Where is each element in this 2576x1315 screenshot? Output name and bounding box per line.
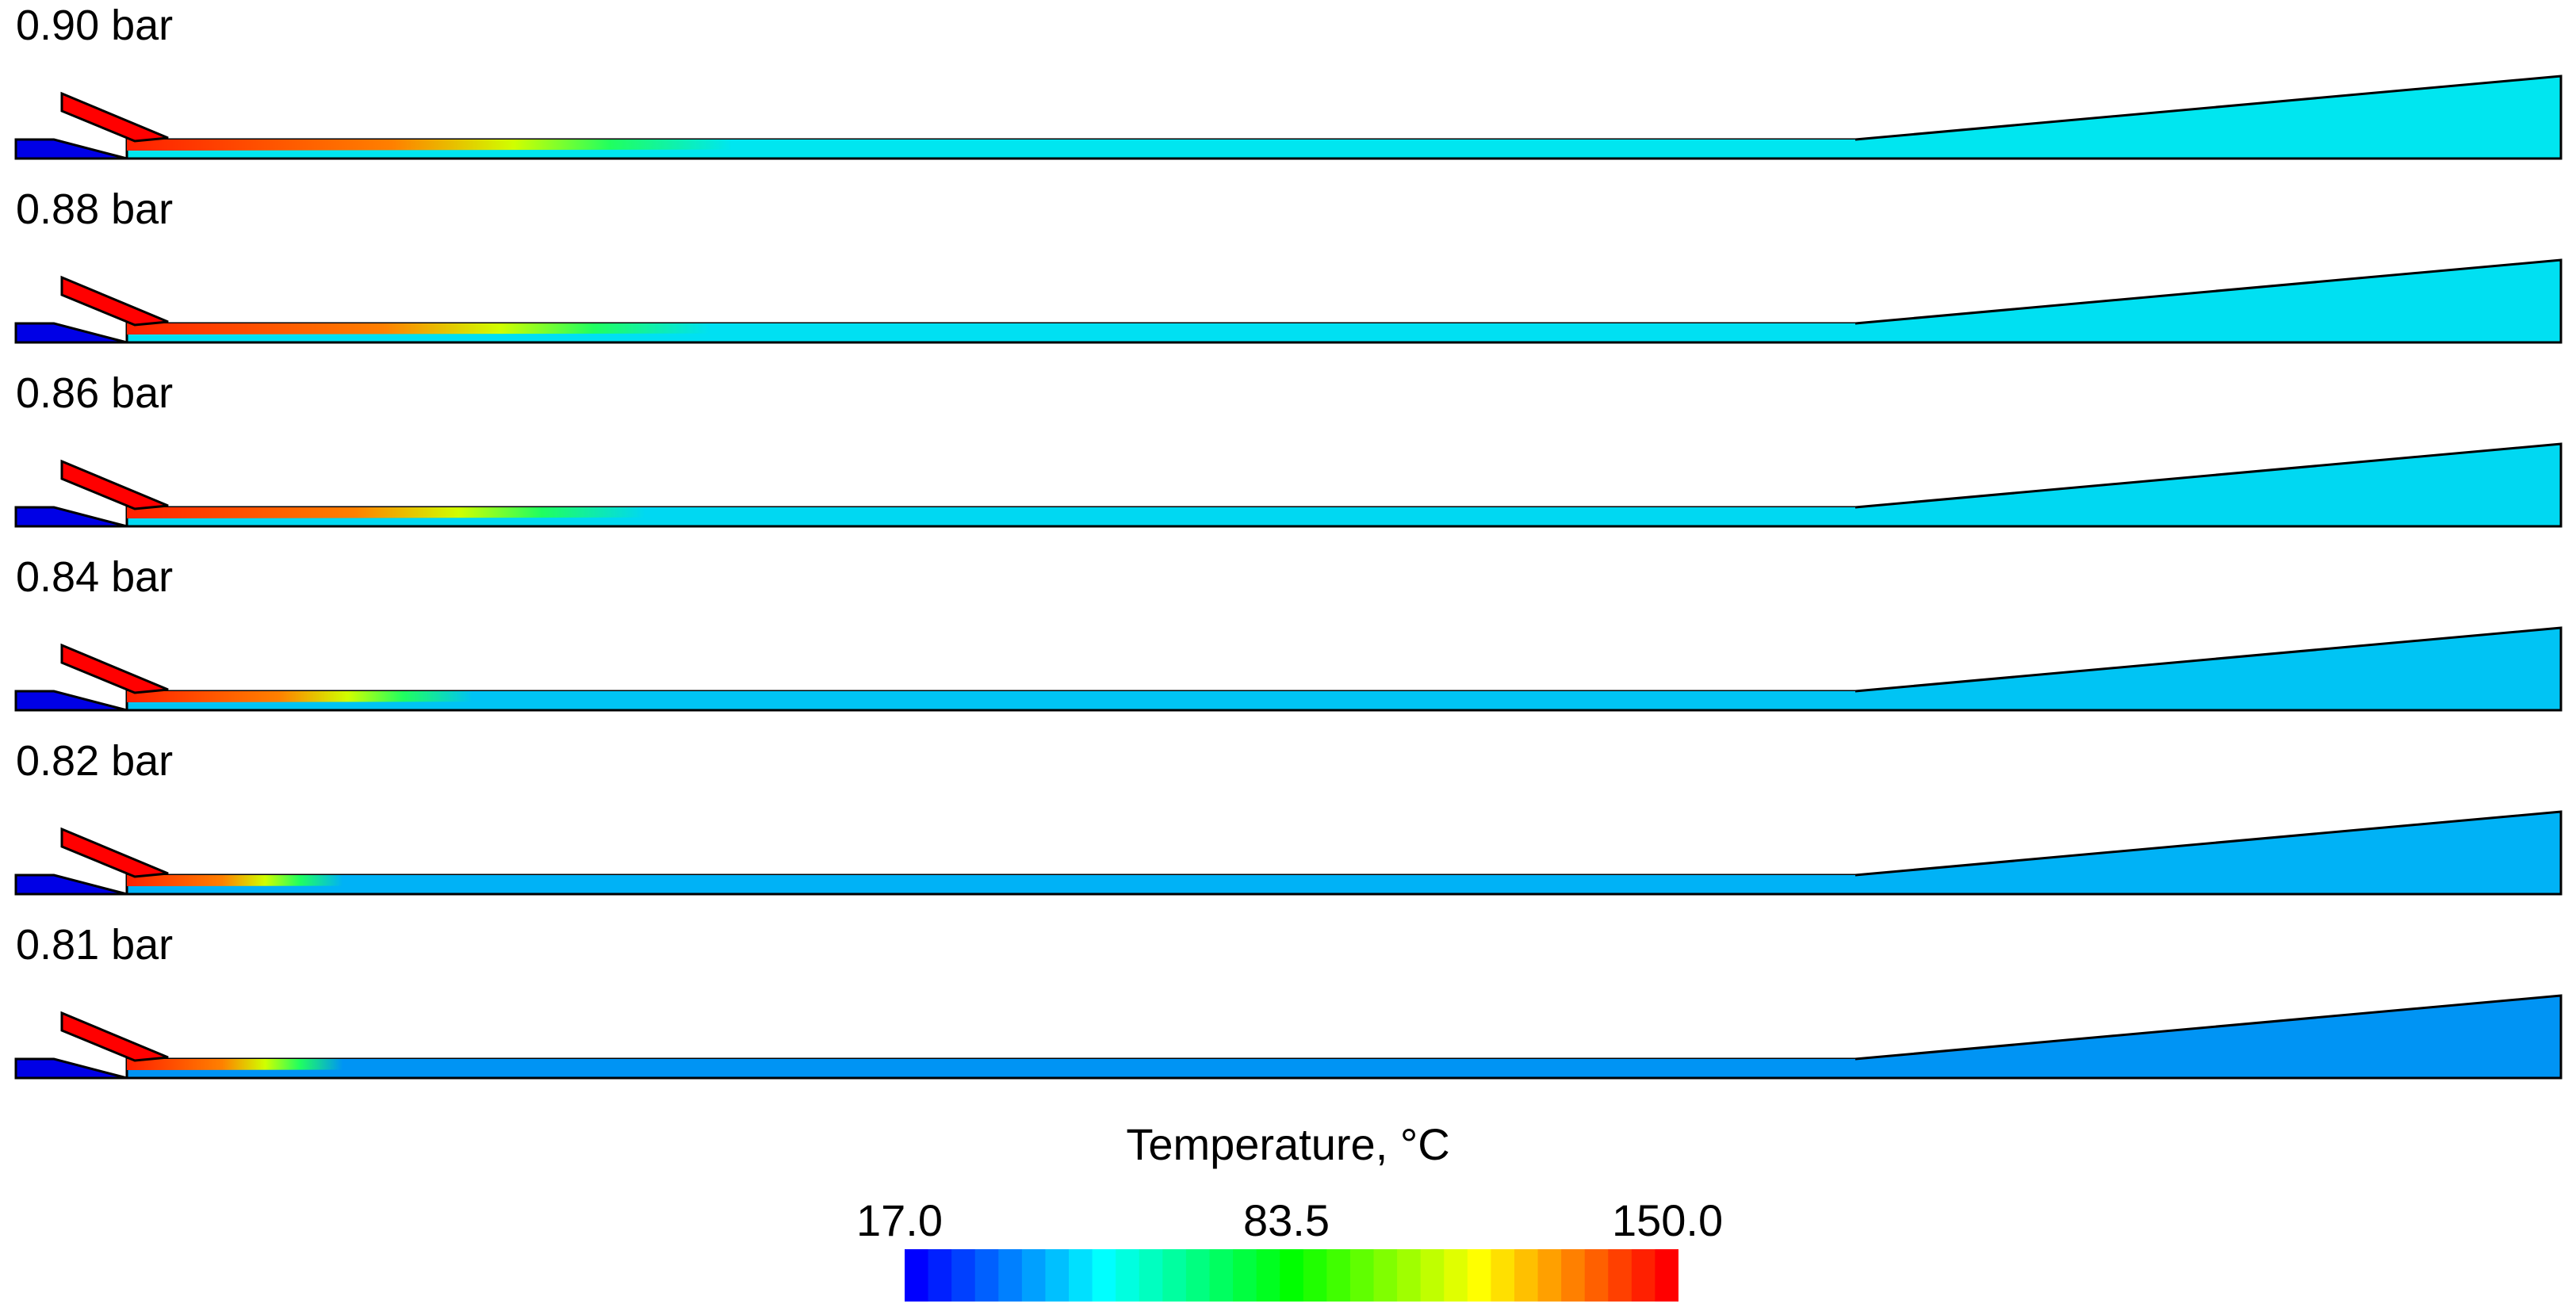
temperature-contour-plot <box>14 442 2563 528</box>
color-bar-segment <box>1303 1249 1327 1302</box>
temperature-contour-plot <box>14 810 2563 896</box>
color-bar-segment <box>1045 1249 1070 1302</box>
color-bar-segment <box>1209 1249 1234 1302</box>
color-bar-segment <box>1185 1249 1211 1302</box>
pressure-label: 0.86 bar <box>16 369 174 417</box>
color-bar-segment <box>1116 1249 1140 1302</box>
hot-nozzle <box>60 827 169 878</box>
color-bar-segment <box>1608 1249 1632 1302</box>
temperature-color-bar <box>905 1249 1678 1302</box>
cold-inlet-region <box>14 690 128 712</box>
color-bar-segment <box>1256 1249 1280 1302</box>
color-bar-segment <box>1069 1249 1093 1302</box>
pressure-label: 0.88 bar <box>16 185 174 233</box>
color-bar-segment <box>1584 1249 1609 1302</box>
color-bar-segment <box>1139 1249 1163 1302</box>
color-bar-segment <box>1373 1249 1398 1302</box>
color-bar-segment <box>1021 1249 1047 1302</box>
color-bar-segment <box>1491 1249 1515 1302</box>
pressure-label: 0.90 bar <box>16 2 174 49</box>
color-bar-segment <box>905 1249 929 1302</box>
color-bar-segment <box>998 1249 1023 1302</box>
hot-nozzle <box>60 275 169 327</box>
legend-min-label: 17.0 <box>856 1195 943 1245</box>
color-bar-segment <box>974 1249 999 1302</box>
contour-panel: 0.86 bar <box>0 368 2576 552</box>
legend-max-label: 150.0 <box>1612 1195 1724 1245</box>
contour-panel: 0.81 bar <box>0 919 2576 1103</box>
color-bar-segment <box>928 1249 952 1302</box>
hot-jet-layer <box>127 323 1855 334</box>
hot-jet-layer <box>127 875 1855 886</box>
color-bar-segment <box>1537 1249 1562 1302</box>
cold-inlet-region <box>14 1057 128 1080</box>
contour-panel: 0.82 bar <box>0 736 2576 919</box>
cold-inlet-region <box>14 506 128 528</box>
hot-nozzle <box>60 643 169 694</box>
legend-mid-label: 83.5 <box>1243 1195 1330 1245</box>
color-bar-segment <box>1092 1249 1116 1302</box>
pressure-label: 0.82 bar <box>16 737 174 785</box>
hot-jet-layer <box>127 691 1855 702</box>
hot-nozzle <box>60 459 169 510</box>
contour-panel: 0.90 bar <box>0 0 2576 184</box>
color-bar-segment <box>1349 1249 1375 1302</box>
legend-title: Temperature, °C <box>1126 1119 1450 1169</box>
color-bar-segment <box>1561 1249 1586 1302</box>
temperature-contour-plot <box>14 258 2563 344</box>
hot-jet-layer <box>127 507 1855 518</box>
color-bar-segment <box>951 1249 976 1302</box>
color-bar-segment <box>1280 1249 1304 1302</box>
pressure-label: 0.84 bar <box>16 553 174 601</box>
color-bar-segment <box>1514 1249 1539 1302</box>
contour-panel: 0.84 bar <box>0 552 2576 736</box>
hot-nozzle <box>60 91 169 143</box>
color-bar-segment <box>1233 1249 1257 1302</box>
pressure-label: 0.81 bar <box>16 921 174 969</box>
hot-jet-layer <box>127 140 1855 151</box>
cold-inlet-region <box>14 873 128 896</box>
color-bar-segment <box>1397 1249 1422 1302</box>
color-bar-segment <box>1655 1249 1678 1302</box>
color-bar-segment <box>1467 1249 1491 1302</box>
temperature-contour-plot <box>14 626 2563 712</box>
color-bar-segment <box>1326 1249 1351 1302</box>
color-bar-segment <box>1420 1249 1445 1302</box>
hot-jet-layer <box>127 1059 1855 1070</box>
color-bar-segment <box>1162 1249 1187 1302</box>
cold-inlet-region <box>14 138 128 160</box>
temperature-contour-plot <box>14 75 2563 160</box>
contour-panel: 0.88 bar <box>0 184 2576 368</box>
color-bar-segment <box>1444 1249 1468 1302</box>
color-bar-segment <box>1631 1249 1656 1302</box>
cold-inlet-region <box>14 322 128 344</box>
temperature-contour-plot <box>14 994 2563 1080</box>
hot-nozzle <box>60 1011 169 1062</box>
